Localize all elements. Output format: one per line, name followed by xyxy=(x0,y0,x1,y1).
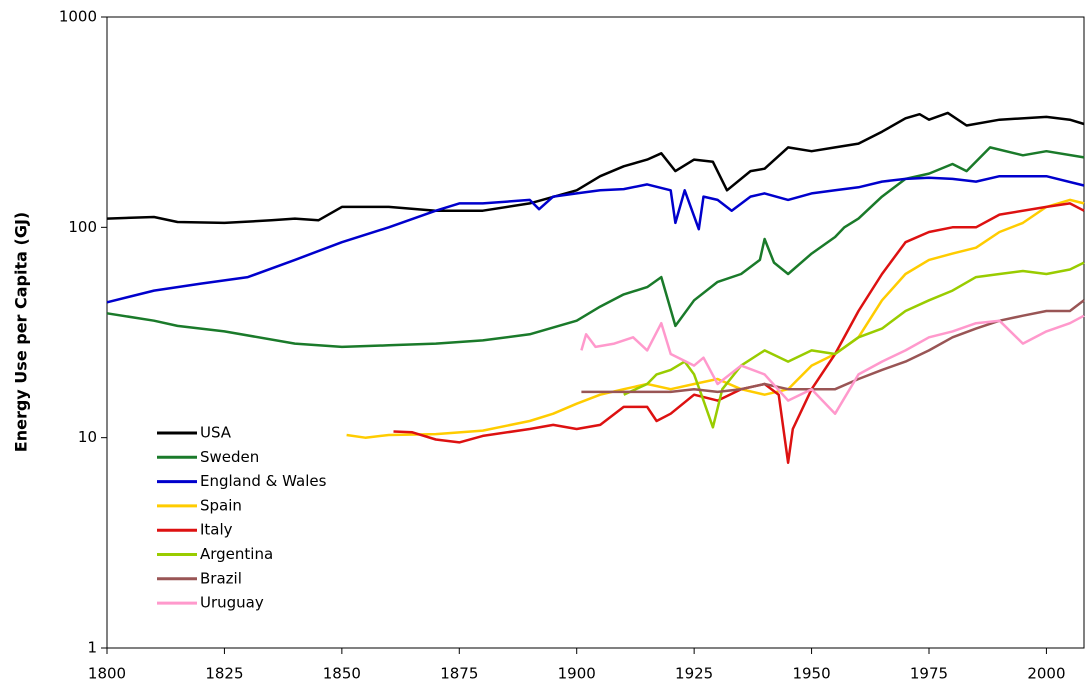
x-tick-label: 1925 xyxy=(675,665,713,683)
legend-label: Argentina xyxy=(200,545,273,563)
y-tick-label: 1 xyxy=(87,639,97,657)
series-line xyxy=(581,299,1085,394)
x-tick-label: 1850 xyxy=(323,665,361,683)
x-tick-label: 1875 xyxy=(440,665,478,683)
series-line xyxy=(393,202,1085,464)
x-tick-label: 1900 xyxy=(558,665,596,683)
x-tick-label: 1825 xyxy=(205,665,243,683)
x-tick-label: 2000 xyxy=(1027,665,1065,683)
x-tick-label: 1975 xyxy=(910,665,948,683)
x-tick-label: 1800 xyxy=(88,665,126,683)
x-tick-label: 1950 xyxy=(792,665,830,683)
series-line xyxy=(106,174,1085,304)
y-axis-label: Energy Use per Capita (GJ) xyxy=(12,212,31,452)
series-line xyxy=(346,198,1085,439)
series-line xyxy=(106,111,1085,225)
y-tick-label: 1000 xyxy=(59,8,97,26)
y-tick-label: 100 xyxy=(68,218,97,236)
series-line xyxy=(623,261,1085,429)
series-line xyxy=(106,146,1085,349)
series-line xyxy=(580,314,1085,415)
legend-label: Italy xyxy=(200,521,233,539)
legend-label: Brazil xyxy=(200,569,242,587)
plot-frame xyxy=(106,16,1085,649)
legend-label: USA xyxy=(200,424,232,442)
legend-label: England & Wales xyxy=(200,472,327,490)
legend-label: Uruguay xyxy=(200,594,264,612)
legend-label: Spain xyxy=(200,496,242,514)
y-tick-label: 10 xyxy=(78,428,97,446)
legend-label: Sweden xyxy=(200,448,259,466)
